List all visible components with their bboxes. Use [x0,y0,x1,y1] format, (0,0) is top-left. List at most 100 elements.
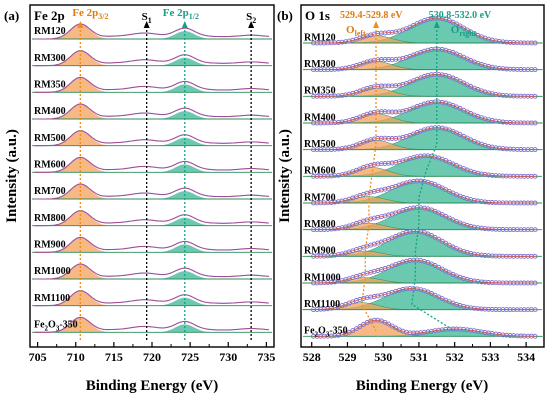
fe-row-2: RM350 [32,76,272,93]
fe-2p12-peak-11 [146,324,223,333]
o-row-2: RM350 [303,71,544,99]
o-tick-label-2: 530 [374,350,392,364]
fe-fit-1 [34,50,270,66]
panel-a-y-axis-label: Intensity (a.u.) [4,129,20,223]
fe-sample-label-3: RM400 [34,106,66,117]
o-right-arrow [433,21,440,28]
o-fit-8 [313,231,536,257]
fe-marker-label-3: S2 [246,11,256,25]
fe-2p12-peak-5 [146,164,223,173]
fe-fit-4 [34,130,270,146]
fe-marker-label-1-base: S [142,11,148,23]
o-data-point [443,240,449,246]
fe-2p12-label-base: Fe 2p [163,7,189,19]
o-sample-label-9: RM1000 [304,272,341,283]
fe-fit-11 [34,316,270,333]
fe-tick-label-6: 735 [257,350,275,364]
panel-a-x-axis-label: Binding Energy (eV) [86,378,219,394]
fe-sample-label-7: RM800 [34,213,66,224]
fe-tick-label-2: 715 [105,350,123,364]
o-sample-label-0: RM120 [304,32,336,43]
fe-tick-label-5: 730 [219,350,237,364]
fe-tick-label-1: 710 [67,350,85,364]
o-right-label: Oright [451,24,477,38]
panel-fe-2p: RM120 RM300 RM350 RM400 RM500 RM600 RM700 RM800… [4,4,275,394]
fe-sample-label-2: RM350 [34,80,66,91]
o-data-point [436,236,442,242]
o-sample-label-part: 2 [315,331,319,339]
o-tick-label-5: 533 [481,350,499,364]
fe-sample-label-6: RM700 [34,186,66,197]
o-right-label-base: O [451,24,460,36]
fe-marker-arrow-2 [181,21,188,28]
o-tick-label-1: 529 [338,350,356,364]
o-sample-label-part: 3 [326,331,330,339]
panel-a-x-ticks: 705 710 715 720 725 730 735 [29,342,275,364]
o-sample-label-part: Fe [304,326,315,337]
o-data-point [357,324,363,329]
fe-sample-label-part: 2 [45,325,49,333]
fe-2p32-label-base: Fe 2p [72,7,98,19]
o-fit-1 [313,48,536,71]
fe-2p12-peak-4 [146,137,223,146]
fe-2p32-label-sub: 3/2 [98,12,108,21]
o-sample-label-2: RM350 [304,86,336,97]
o-row-10: RM1100 [301,286,542,313]
fe-sample-label-8: RM900 [34,240,66,251]
o-left-arrow [373,21,380,28]
fe-marker-arrow-0 [77,21,84,28]
o-fit-10 [313,288,536,311]
panel-b-y-axis-label: Intensity (a.u.) [277,129,293,223]
o-data-point [432,234,438,240]
fe-sample-label-11: Fe2O3-350 [34,320,78,333]
fe-fit-2 [34,76,270,93]
o-fit-4 [313,127,536,151]
fe-marker-arrow-1 [143,21,150,28]
fe-fit-9 [34,263,270,280]
fe-tick-label-0: 705 [29,350,47,364]
o-sample-label-10: RM1100 [304,299,340,310]
fe-sample-label-5: RM600 [34,160,66,171]
o-fit-7 [313,207,536,231]
fe-sample-label-10: RM1100 [34,293,70,304]
panel-a-title: Fe 2p [34,8,65,23]
fe-fit-10 [34,290,270,306]
o-sample-label-4: RM500 [304,139,336,150]
o-fit-9 [313,259,536,284]
fe-2p12-label: Fe 2p1/2 [163,7,199,21]
o-tick-label-6: 534 [517,350,535,364]
fe-2p32-label: Fe 2p3/2 [72,7,108,21]
fe-fit-0 [34,23,270,40]
fe-marker-label-3-sub: 2 [252,16,256,25]
o-fit-2 [313,74,536,97]
fe-marker-label-3-base: S [246,11,252,23]
fe-sample-label-part: Fe [34,320,45,331]
o-sample-label-6: RM700 [304,192,336,203]
o-fit-3 [313,101,536,124]
o-sample-label-3: RM400 [304,112,336,123]
o-sample-label-7: RM800 [304,219,336,230]
fe-sample-label-9: RM1000 [34,266,71,277]
o-right-range-label: 530.8-532.0 eV [429,10,492,21]
fe-2p12-peak-1 [146,57,223,66]
o-data-point [453,21,459,27]
o-left-tracking-line [361,26,377,332]
panel-a-traces: RM120 RM300 RM350 RM400 RM500 RM600 RM700 RM800… [32,23,272,333]
fe-fit-5 [34,156,270,173]
o-row-5: RM600 [303,153,542,179]
o-data-point [439,238,445,244]
o-data-point [361,321,366,327]
fe-row-5: RM600 [32,156,272,173]
o-left-label-sub: left [355,29,366,38]
fe-2p32-peak-2 [40,77,121,93]
fe-2p12-peak-8 [146,244,223,253]
o-right-label-sub: right [459,29,476,38]
o-tick-label-3: 531 [410,350,428,364]
fe-2p32-peak-11 [40,317,121,333]
o-left-label: Oleft [346,24,366,38]
o-sample-label-part: -350 [329,326,347,337]
o-sample-label-part: O [318,326,326,337]
o-tick-label-0: 528 [303,350,321,364]
